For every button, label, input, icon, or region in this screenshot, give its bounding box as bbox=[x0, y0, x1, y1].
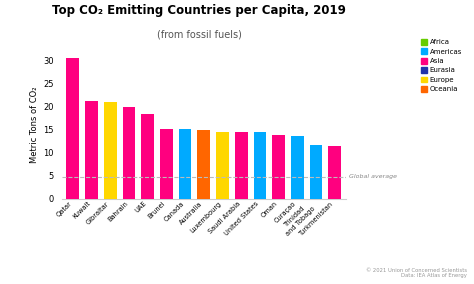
Bar bbox=[216, 132, 229, 199]
Bar bbox=[104, 102, 117, 199]
Text: © 2021 Union of Concerned Scientists
Data: IEA Atlas of Energy: © 2021 Union of Concerned Scientists Dat… bbox=[366, 268, 467, 278]
Bar bbox=[328, 146, 341, 199]
Bar bbox=[272, 135, 285, 199]
Bar bbox=[85, 101, 98, 199]
Y-axis label: Metric Tons of CO₂: Metric Tons of CO₂ bbox=[30, 87, 39, 163]
Text: Top CO₂ Emitting Countries per Capita, 2019: Top CO₂ Emitting Countries per Capita, 2… bbox=[52, 4, 346, 17]
Bar bbox=[291, 137, 304, 199]
Text: Global average: Global average bbox=[349, 174, 397, 179]
Text: (from fossil fuels): (from fossil fuels) bbox=[156, 30, 242, 40]
Bar bbox=[179, 129, 191, 199]
Bar bbox=[123, 107, 136, 199]
Bar bbox=[254, 132, 266, 199]
Bar bbox=[160, 129, 173, 199]
Bar bbox=[235, 132, 247, 199]
Bar bbox=[141, 114, 154, 199]
Legend: Africa, Americas, Asia, Eurasia, Europe, Oceania: Africa, Americas, Asia, Eurasia, Europe,… bbox=[419, 37, 464, 94]
Bar bbox=[198, 130, 210, 199]
Bar bbox=[310, 145, 322, 199]
Bar bbox=[66, 58, 79, 199]
